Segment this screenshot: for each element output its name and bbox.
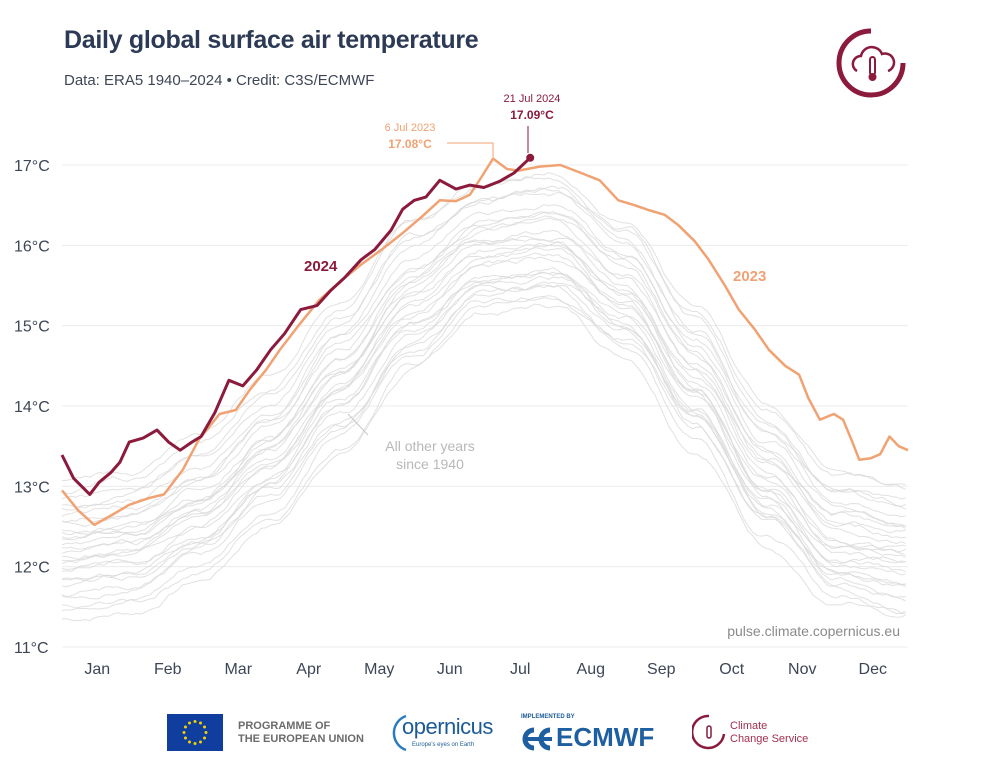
other-year-line (61, 229, 906, 545)
series-line-2024 (60, 156, 532, 496)
eu-line1: PROGRAMME OF (238, 720, 331, 732)
other-years-leader (347, 413, 369, 436)
record-2023-leader (447, 142, 494, 157)
c3s-line1: Climate (730, 720, 768, 732)
eu-star-icon (193, 742, 197, 745)
eu-line2: THE EUROPEAN UNION (238, 733, 364, 745)
watermark: pulse.climate.copernicus.eu (727, 623, 900, 639)
eu-star-icon (203, 725, 207, 729)
other-year-line (61, 211, 906, 537)
implemented-by: IMPLEMENTED BY (521, 714, 575, 720)
other-year-line (61, 296, 906, 615)
copernicus-logo-icon (392, 714, 407, 752)
eu-star-icon (188, 721, 191, 725)
other-years-label-line2: since 1940 (396, 456, 464, 472)
other-year-line (61, 237, 906, 552)
x-tick-label: Feb (154, 661, 182, 678)
y-tick-label: 11°C (14, 640, 49, 657)
record-2024-marker (526, 153, 535, 162)
other-year-line (62, 252, 906, 564)
x-tick-label: Jun (437, 661, 463, 678)
other-year-line (61, 256, 906, 565)
copernicus-text: opernicus (402, 714, 493, 739)
x-tick-label: Mar (224, 661, 252, 678)
y-tick-label: 17°C (14, 158, 50, 175)
other-year-line (61, 241, 906, 550)
ecmwf-text: ECMWF (556, 722, 655, 752)
eu-star-icon (188, 740, 191, 744)
temperature-chart: 2024 2023 All other years since 1940 6 J… (14, 93, 909, 678)
other-year-line (61, 215, 906, 534)
other-year-line (61, 284, 906, 588)
eu-star-icon (183, 736, 187, 740)
c3s-text: Climate Change Service (730, 720, 808, 746)
x-tick-label: Dec (859, 661, 887, 678)
y-tick-label: 15°C (14, 319, 50, 336)
eu-star-icon (199, 740, 202, 744)
other-year-line (61, 187, 906, 511)
other-year-line (61, 247, 906, 561)
record-2024-value: 17.09°C (510, 108, 554, 122)
x-tick-label: Nov (788, 661, 816, 678)
ecmwf-logo-icon (522, 727, 552, 751)
chart-subtitle: Data: ERA5 1940–2024 • Credit: C3S/ECMWF (64, 72, 375, 89)
other-year-line (61, 185, 906, 507)
x-tick-label: Aug (577, 661, 605, 678)
x-tick-label: Apr (296, 661, 322, 678)
other-year-line (61, 271, 906, 576)
other-year-line (61, 275, 906, 586)
record-2023-value: 17.08°C (388, 137, 432, 151)
c3s-logo-icon (836, 28, 906, 98)
eu-star-icon (193, 720, 197, 723)
eu-star-icon (182, 731, 186, 734)
eu-star-icon (199, 721, 202, 725)
other-year-line (61, 295, 906, 618)
x-tick-label: Sep (647, 661, 676, 678)
y-tick-label: 16°C (14, 238, 50, 255)
other-year-line (61, 281, 906, 598)
eu-flag-icon (167, 714, 223, 751)
label-2023: 2023 (733, 268, 766, 285)
x-tick-label: Jul (510, 661, 530, 678)
copernicus-tagline: Europe's eyes on Earth (412, 742, 475, 748)
footer-logos: PROGRAMME OF THE EUROPEAN UNION opernicu… (0, 700, 990, 768)
record-2023-date: 6 Jul 2023 (385, 122, 436, 134)
eu-programme-text: PROGRAMME OF THE EUROPEAN UNION (238, 720, 364, 746)
y-tick-label: 13°C (14, 479, 50, 496)
other-year-line (61, 284, 906, 602)
chart-title: Daily global surface air temperature (64, 26, 479, 54)
x-tick-label: Jan (84, 661, 110, 678)
y-tick-label: 14°C (14, 399, 50, 416)
label-2024: 2024 (304, 258, 338, 275)
other-year-line (61, 267, 906, 586)
c3s-small-logo-icon (692, 714, 726, 750)
eu-star-icon (204, 731, 208, 734)
other-year-line (61, 244, 906, 556)
other-year-line (61, 271, 906, 573)
y-tick-label: 12°C (14, 560, 50, 577)
other-year-line (61, 303, 906, 622)
other-year-line (62, 211, 906, 527)
eu-star-icon (203, 736, 207, 740)
other-years-label-line1: All other years (385, 438, 474, 454)
series-line-2023 (61, 157, 909, 527)
x-tick-label: Oct (719, 661, 744, 678)
x-tick-label: May (364, 661, 394, 678)
eu-star-icon (183, 725, 187, 729)
record-2024-date: 21 Jul 2024 (504, 93, 561, 105)
c3s-line2: Change Service (730, 733, 809, 745)
other-year-line (61, 191, 906, 510)
